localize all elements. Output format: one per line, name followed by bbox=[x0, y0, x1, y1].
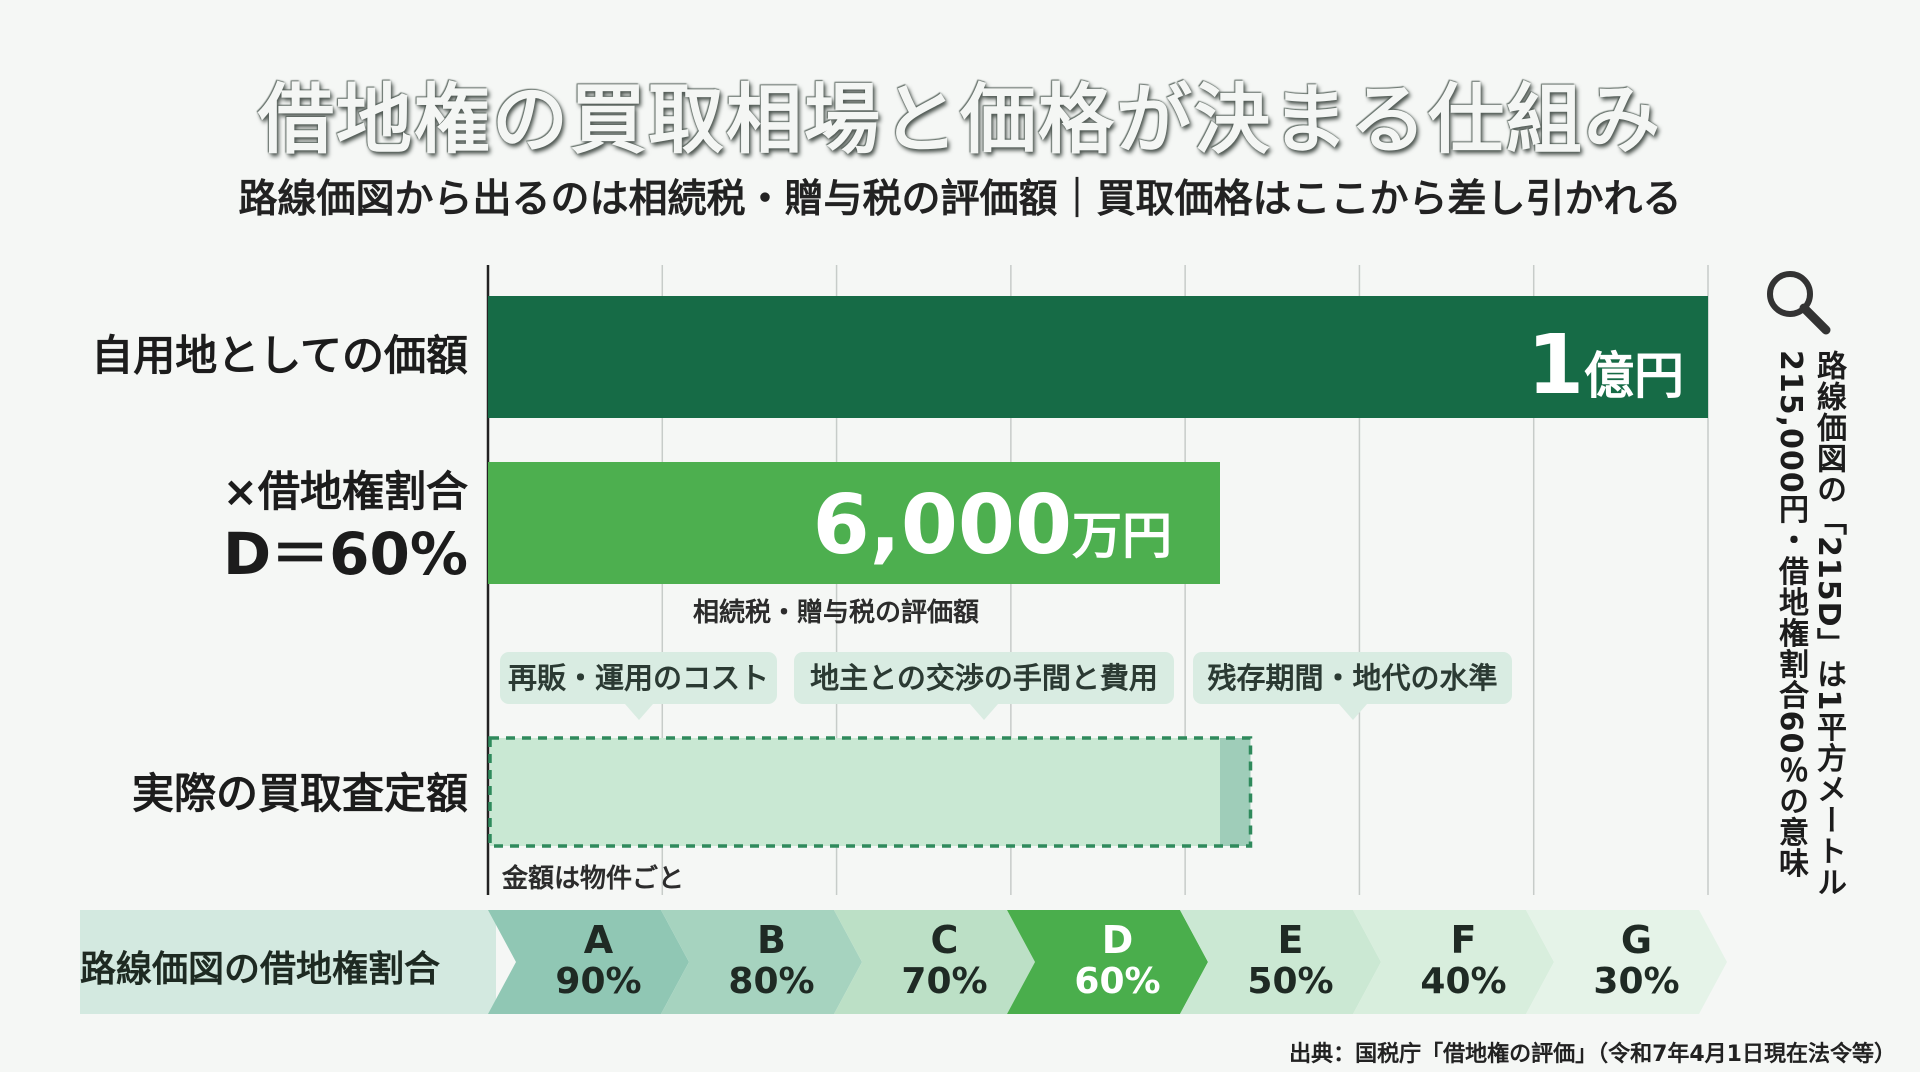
side-note-line2: 215,000円・借地権割合60％の意味 bbox=[1773, 350, 1808, 879]
ratio-letter: A bbox=[583, 918, 614, 962]
bar-ratio bbox=[488, 462, 1220, 584]
ratio-percent: 60% bbox=[1074, 960, 1161, 1002]
magnifier-icon bbox=[1767, 271, 1831, 335]
deduction-callout-negotiation: 地主との交渉の手間と費用 bbox=[794, 652, 1174, 720]
ratio-letter: D bbox=[1101, 918, 1134, 962]
page-title: 借地権の買取相場と価格が決まる仕組み bbox=[258, 75, 1662, 164]
ratio-percent: 70% bbox=[901, 960, 988, 1002]
ratio-chevron-e bbox=[1180, 910, 1381, 1014]
ratio-chevron-label-c: C 70% bbox=[862, 918, 1027, 1002]
ratio-letter: F bbox=[1450, 918, 1477, 962]
ratio-percent: 90% bbox=[555, 960, 642, 1002]
bar-actual-extra bbox=[1220, 738, 1251, 846]
ratio-percent: 30% bbox=[1593, 960, 1680, 1002]
row-label-ratio: ×借地権割合 bbox=[222, 467, 468, 516]
ratio-chevron-g bbox=[1526, 910, 1727, 1014]
ratio-band-label: 路線価図の借地権割合 bbox=[80, 949, 441, 990]
ratio-chevron-label-e: E 50% bbox=[1208, 918, 1373, 1002]
deduction-callout-term: 残存期間・地代の水準 bbox=[1193, 652, 1512, 720]
ratio-chevron-label-a: A 90% bbox=[516, 918, 681, 1002]
bar-value-num: 1 bbox=[1526, 318, 1584, 413]
ratio-chevron-a bbox=[488, 910, 689, 1014]
side-note-line1: 路線価図の「215D」は1平方メートル bbox=[1811, 350, 1846, 898]
ratio-chevron-f bbox=[1353, 910, 1554, 1014]
ratio-percent: 40% bbox=[1420, 960, 1507, 1002]
row-label-actual: 実際の買取査定額 bbox=[131, 769, 468, 818]
bar-note-assessment: 相続税・贈与税の評価額 bbox=[693, 598, 980, 628]
bar-value-num: 6,000 bbox=[812, 478, 1072, 573]
row-label-ratio-d: D＝60% bbox=[223, 520, 468, 588]
bar-value-self-use: 1億円 bbox=[1527, 318, 1684, 413]
ratio-chevron-label-g: G 30% bbox=[1554, 918, 1719, 1002]
ratio-chevron-d bbox=[1007, 910, 1208, 1014]
ratio-chevron-b bbox=[661, 910, 862, 1014]
ratio-band-bg bbox=[80, 910, 496, 1014]
bar-value-unit: 億円 bbox=[1584, 347, 1684, 405]
ratio-letter: B bbox=[757, 918, 786, 962]
ratio-chevron-label-d: D 60% bbox=[1035, 918, 1200, 1002]
ratio-percent: 80% bbox=[728, 960, 815, 1002]
row-label-self-use: 自用地としての価額 bbox=[91, 331, 468, 380]
ratio-chevron-label-b: B 80% bbox=[689, 918, 854, 1002]
ratio-letter: G bbox=[1620, 918, 1653, 962]
ratio-letter: E bbox=[1277, 918, 1304, 962]
bar-self-use bbox=[488, 296, 1708, 418]
source-citation: 出典：国税庁「借地権の評価」（令和7年4月1日現在法令等） bbox=[1289, 1042, 1896, 1067]
deduction-callout-resale: 再販・運用のコスト bbox=[500, 652, 777, 720]
bar-actual-outline bbox=[488, 736, 1253, 848]
ratio-percent: 50% bbox=[1247, 960, 1334, 1002]
bar-note-actual: 金額は物件ごと bbox=[502, 864, 685, 894]
ratio-chevron-c bbox=[834, 910, 1035, 1014]
ratio-chevron-label-f: F 40% bbox=[1381, 918, 1546, 1002]
bar-value-unit: 万円 bbox=[1072, 507, 1172, 565]
bar-actual-fill bbox=[490, 738, 1220, 846]
page-subtitle: 路線価図から出るのは相続税・贈与税の評価額｜買取価格はここから差し引かれる bbox=[238, 177, 1682, 222]
ratio-letter: C bbox=[930, 918, 959, 962]
bar-value-ratio: 6,000万円 bbox=[813, 478, 1172, 573]
